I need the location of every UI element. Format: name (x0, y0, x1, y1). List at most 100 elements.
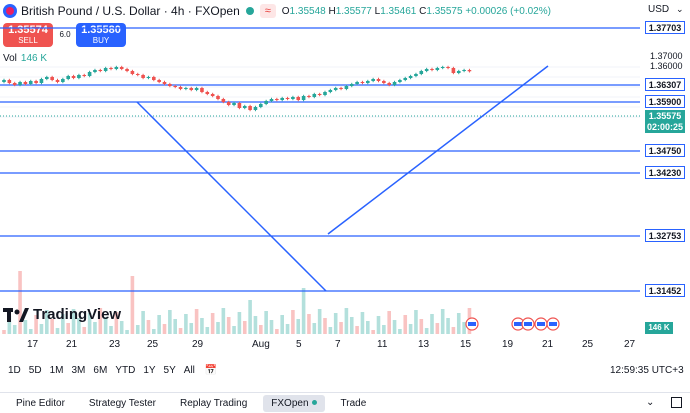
event-flag-icon-stripe (468, 322, 476, 326)
event-flag-icon-stripe (514, 322, 522, 326)
candle-body (435, 68, 440, 70)
candle-body (168, 84, 172, 86)
tradingview-logo-icon (3, 307, 29, 322)
candle-body (467, 70, 472, 72)
collapse-chevron-icon[interactable]: ⌄ (646, 397, 655, 408)
volume-bar (269, 320, 274, 334)
tab-strategy-tester[interactable]: Strategy Tester (88, 397, 156, 409)
buy-button[interactable]: 1.35580 BUY (76, 23, 126, 47)
time-tick: 25 (147, 339, 159, 350)
candle-body (419, 71, 424, 74)
candle-body (184, 88, 188, 89)
range-5d[interactable]: 5D (28, 364, 42, 376)
volume-bar (344, 308, 349, 334)
range-6m[interactable]: 6M (93, 364, 108, 376)
range-selector: 1D 5D 1M 3M 6M YTD 1Y 5Y All 📅 (0, 360, 217, 380)
candle-body (446, 67, 450, 68)
volume-bar (77, 318, 81, 334)
maximize-panel-icon[interactable] (671, 397, 682, 408)
volume-bar (189, 323, 194, 334)
volume-bar (184, 314, 188, 334)
volume-bar (103, 317, 108, 334)
gbp-usd-flag-icon (3, 4, 17, 18)
volume-bar (130, 276, 135, 334)
sell-button[interactable]: 1.35574 SELL (3, 23, 53, 47)
range-ytd[interactable]: YTD (115, 364, 136, 376)
price-chart[interactable] (0, 0, 640, 336)
range-3m[interactable]: 3M (71, 364, 86, 376)
tab-replay-trading[interactable]: Replay Trading (180, 397, 248, 409)
volume-bar (87, 313, 92, 334)
market-open-icon (245, 7, 254, 15)
time-tick: 11 (377, 339, 388, 350)
price-tick: 1.36000 (650, 61, 683, 71)
candle-body (403, 78, 408, 80)
volume-bar (333, 313, 338, 334)
clock[interactable]: 12:59:35 UTC+3 (610, 365, 684, 376)
time-tick: 7 (335, 339, 341, 350)
symbol-title[interactable]: British Pound / U.S. Dollar · 4h · FXOpe… (21, 4, 240, 18)
volume-bar (451, 327, 456, 334)
volume-bar (98, 308, 103, 334)
volume-bar (307, 314, 311, 334)
ohlc-values: O1.35548 H1.35577 L1.35461 C1.35575 +0.0… (281, 5, 551, 17)
tab-fxopen[interactable]: FXOpen (263, 394, 325, 412)
candle-body (178, 87, 183, 89)
volume-bar (2, 330, 6, 334)
candle-body (317, 94, 322, 95)
range-1y[interactable]: 1Y (143, 364, 156, 376)
price-tick: 1.37000 (650, 51, 683, 61)
volume-legend[interactable]: Vol 146 K (3, 53, 48, 64)
candle-body (119, 67, 124, 69)
volume-bar (259, 325, 263, 334)
volume-bar (168, 310, 172, 334)
tab-pine-editor[interactable]: Pine Editor (16, 397, 65, 409)
candle-body (456, 71, 461, 73)
range-1d[interactable]: 1D (8, 364, 21, 376)
candle-body (173, 86, 177, 87)
range-5y[interactable]: 5Y (163, 364, 176, 376)
volume-bar (349, 317, 354, 334)
candlesticks (2, 65, 472, 112)
candle-body (216, 96, 220, 99)
chevron-down-icon[interactable]: ⌄ (676, 4, 684, 14)
range-1m[interactable]: 1M (49, 364, 64, 376)
candle-body (77, 75, 81, 78)
candle-body (232, 103, 236, 105)
tradingview-wordmark: TradingView (33, 306, 122, 323)
volume-bar (93, 322, 97, 334)
candle-body (162, 82, 167, 84)
candle-body (344, 86, 349, 89)
wave-icon[interactable]: ≈ (259, 4, 276, 18)
range-all[interactable]: All (183, 364, 195, 376)
sell-price: 1.35574 (8, 24, 48, 36)
event-flags (465, 317, 560, 331)
uptrend-line (327, 65, 549, 235)
event-flag-icon-stripe (524, 322, 532, 326)
volume-bar (135, 325, 140, 334)
time-tick: 5 (296, 339, 302, 350)
candle-body (45, 77, 49, 79)
volume-bar (398, 329, 402, 334)
candle-body (382, 81, 386, 83)
event-flag-icon-stripe (537, 322, 545, 326)
tab-trade[interactable]: Trade (340, 397, 367, 409)
candle-body (226, 102, 231, 105)
candle-body (98, 70, 103, 71)
trend-lines (136, 65, 549, 292)
volume-bar (376, 316, 381, 334)
candle-body (221, 99, 226, 102)
volume-bar (242, 321, 247, 334)
volume-bar (419, 319, 424, 334)
candle-body (451, 68, 456, 73)
volume-bar (146, 320, 151, 334)
date-range-icon[interactable]: 📅 (204, 364, 218, 376)
volume-bar (275, 329, 279, 334)
volume-bar (371, 330, 375, 334)
currency-selector[interactable]: USD (648, 4, 670, 15)
sell-label: SELL (18, 36, 38, 45)
candle-body (50, 77, 54, 80)
volume-bar (18, 271, 22, 334)
volume-bar (152, 329, 156, 334)
candle-body (424, 69, 429, 71)
